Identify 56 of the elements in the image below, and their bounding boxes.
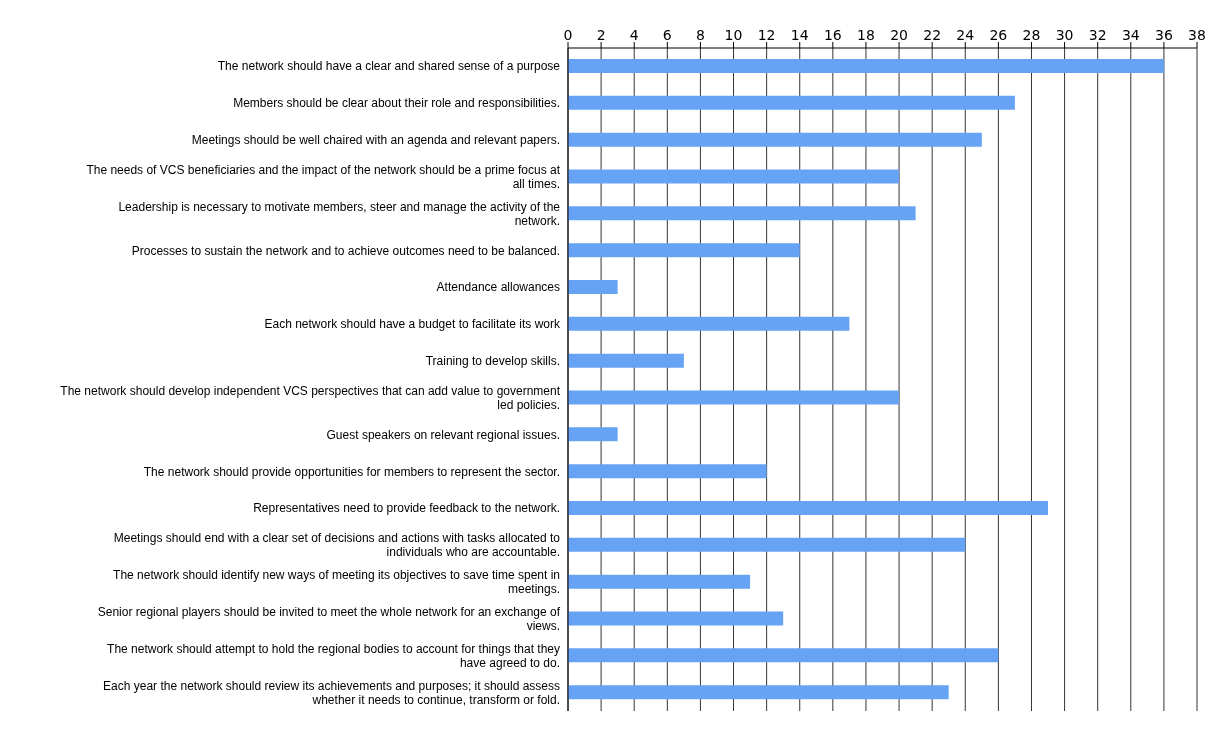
x-tick-label: 38 — [1188, 27, 1206, 43]
x-tick-label: 6 — [662, 27, 672, 43]
bar — [568, 537, 966, 552]
x-tick-label: 28 — [1022, 27, 1041, 43]
bar — [568, 464, 767, 479]
y-tick-label: Training to develop skills. — [425, 354, 560, 369]
bar — [568, 390, 900, 405]
y-tick-label: Senior regional players should be invited to meet the whole network for an exchange of views. — [97, 604, 561, 633]
x-tick-label: 30 — [1055, 27, 1074, 43]
x-tick-label: 22 — [923, 27, 942, 43]
bar — [568, 59, 1164, 73]
y-tick-label: Leadership is necessary to motivate members, steer and manage the activity of the network. — [118, 199, 561, 228]
bar — [568, 243, 800, 258]
bar — [568, 501, 1049, 515]
x-tick-label: 32 — [1088, 27, 1107, 43]
y-tick-label: Each year the network should review its achievements and purposes; it should assess whether it needs to continue, transform or fold. — [103, 678, 560, 707]
y-tick-label: Guest speakers on relevant regional issues. — [326, 427, 560, 442]
bar — [568, 685, 949, 700]
y-tick-label: The network should identify new ways of meeting its objectives to save time spent in meetings. — [113, 568, 560, 597]
bar — [568, 280, 618, 294]
y-tick-label: Processes to sustain the network and to achieve outcomes need to be balanced. — [131, 243, 560, 258]
bar — [568, 95, 1015, 110]
x-tick-label: 18 — [857, 27, 875, 43]
x-tick-label: 36 — [1154, 27, 1173, 43]
bar — [568, 316, 850, 331]
y-tick-label: Meetings should be well chaired with an agenda and relevant papers. — [191, 133, 560, 148]
y-tick-label: Representatives need to provide feedback to the network. — [253, 501, 560, 516]
bar — [568, 353, 684, 368]
bar — [568, 427, 618, 442]
bar — [568, 574, 751, 589]
bar — [568, 169, 900, 184]
x-tick-label: 2 — [596, 27, 606, 43]
y-tick-label: Members should be clear about their role and responsibilities. — [233, 96, 560, 111]
x-tick-label: 20 — [890, 27, 908, 43]
y-tick-label: The needs of VCS beneficiaries and the impact of the network should be a prime focus at all times. — [86, 162, 561, 191]
bar — [568, 206, 916, 221]
y-tick-label: Meetings should end with a clear set of decisions and actions with tasks allocated to individuals who are accountable. — [113, 531, 561, 560]
bar — [568, 648, 999, 663]
y-tick-label: The network should have a clear and shared sense of a purpose — [217, 59, 561, 74]
y-tick-label: The network should provide opportunities for members to represent the sector. — [143, 464, 560, 479]
bar — [568, 132, 982, 147]
bar — [568, 611, 784, 626]
x-tick-label: 26 — [989, 27, 1008, 43]
x-tick-label: 24 — [956, 27, 975, 43]
y-tick-label: The network should develop independent VCS perspectives that can add value to government led policies. — [60, 383, 561, 412]
x-tick-label: 12 — [757, 27, 776, 43]
x-tick-label: 4 — [629, 27, 639, 43]
x-tick-label: 10 — [724, 27, 743, 43]
x-tick-label: 16 — [823, 27, 842, 43]
x-tick-label: 14 — [790, 27, 809, 43]
y-tick-label: Attendance allowances — [436, 280, 560, 295]
y-tick-label: The network should attempt to hold the regional bodies to account for things that they have agreed to do. — [107, 641, 560, 670]
x-tick-label: 0 — [563, 27, 573, 43]
x-tick-label: 8 — [695, 27, 705, 43]
y-tick-label: Each network should have a budget to facilitate its work — [264, 317, 561, 332]
x-tick-label: 34 — [1121, 27, 1140, 43]
